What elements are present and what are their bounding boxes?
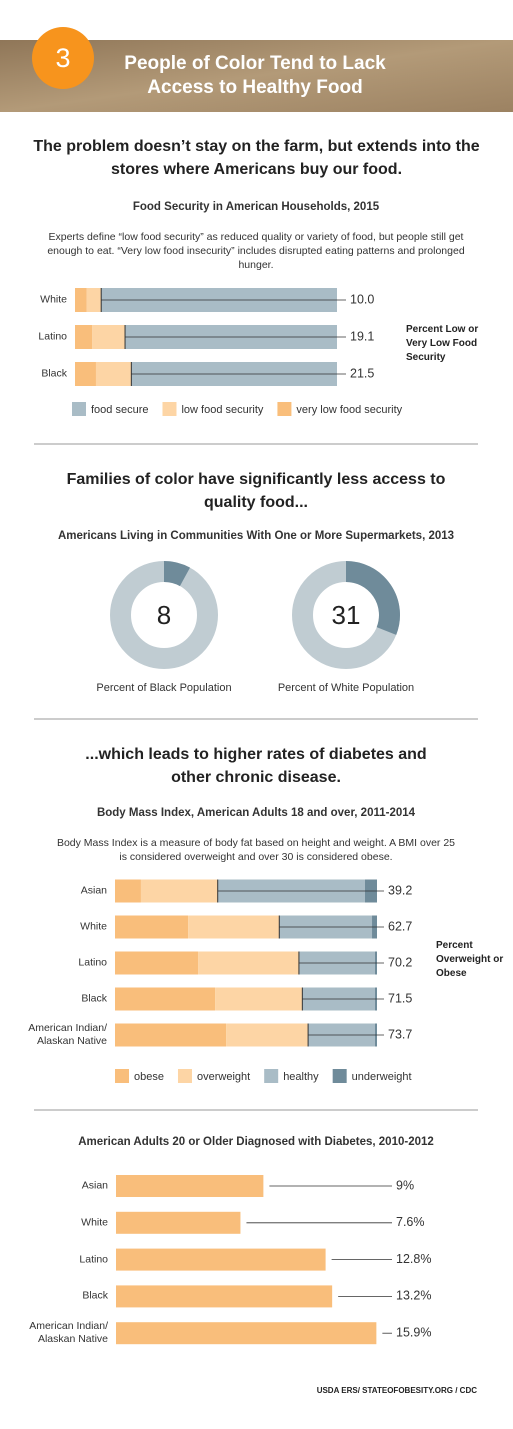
category-label: Latino xyxy=(79,1253,108,1266)
donut-segment xyxy=(163,561,191,587)
bar-segment xyxy=(140,879,218,903)
bar-segment xyxy=(75,325,93,349)
total-label: 10.0 xyxy=(350,292,374,306)
chart-title: American Adults 20 or Older Diagnosed wi… xyxy=(78,1136,434,1148)
bar-segment xyxy=(115,879,141,903)
category-label: Asian xyxy=(80,884,107,897)
source: USDA ERS/ STATEOFOBESITY.ORG / CDC xyxy=(316,1386,477,1395)
bar-segment xyxy=(226,1023,309,1047)
bar-segment xyxy=(75,362,96,386)
donut-value: 31 xyxy=(332,600,361,630)
bar-segment xyxy=(95,362,132,386)
total-label: 62.7 xyxy=(388,919,412,933)
chart-subtitle: Experts define “low food security” as re… xyxy=(47,231,465,271)
bar-segment xyxy=(116,1322,377,1345)
total-label: 71.5 xyxy=(388,991,412,1005)
header-title: People of Color Tend to Lack Access to H… xyxy=(124,53,386,98)
bar-segment xyxy=(116,1248,326,1271)
bar-segment xyxy=(116,1211,241,1234)
legend-swatch xyxy=(72,402,86,416)
category-label: Latino xyxy=(78,956,107,969)
bar-segment xyxy=(215,987,303,1011)
value-label: 9% xyxy=(396,1178,414,1192)
category-label: Black xyxy=(41,367,67,380)
header-number: 3 xyxy=(55,43,70,73)
category-label: White xyxy=(81,1216,108,1229)
chart-title: Americans Living in Communities With One… xyxy=(57,530,455,542)
value-label: 12.8% xyxy=(396,1252,431,1266)
bar-segment xyxy=(115,915,189,939)
bar-segment xyxy=(198,951,299,975)
legend-swatch xyxy=(277,402,292,416)
headline: Families of color have significantly les… xyxy=(66,471,446,511)
total-title: Percent Overweight or Obese xyxy=(436,940,504,979)
total-label: 21.5 xyxy=(350,366,374,380)
bar-segment xyxy=(116,1175,264,1197)
category-label: Asian xyxy=(81,1179,108,1192)
legend-swatch xyxy=(162,402,177,416)
bar-segment xyxy=(115,987,216,1011)
legend-label: very low food security xyxy=(296,404,402,416)
legend-label: low food security xyxy=(181,404,263,416)
legend-label: healthy xyxy=(283,1071,319,1083)
total-label: 19.1 xyxy=(350,329,374,343)
chart-subtitle: Body Mass Index is a measure of body fat… xyxy=(56,837,456,863)
number-badge xyxy=(32,27,94,89)
category-label: Latino xyxy=(38,330,67,343)
bar-segment xyxy=(86,288,102,312)
donut-caption: Percent of White Population xyxy=(278,682,414,694)
total-label: 70.2 xyxy=(388,955,412,969)
legend-swatch xyxy=(332,1069,347,1083)
legend-swatch xyxy=(264,1069,279,1083)
category-label: Black xyxy=(81,992,107,1005)
legend-label: food secure xyxy=(91,404,148,416)
category-label: American Indian/ Alaskan Native xyxy=(29,1320,108,1346)
legend-label: obese xyxy=(134,1071,164,1083)
category-label: White xyxy=(80,920,107,933)
bar-segment xyxy=(115,1023,227,1047)
value-label: 7.6% xyxy=(396,1215,425,1229)
category-label: White xyxy=(40,293,67,306)
headline: The problem doesn’t stay on the farm, bu… xyxy=(33,138,480,178)
donut-value: 8 xyxy=(157,600,171,630)
value-label: 13.2% xyxy=(396,1289,431,1303)
legend-label: underweight xyxy=(352,1071,412,1083)
legend-swatch xyxy=(115,1069,129,1083)
category-label: American Indian/ Alaskan Native xyxy=(28,1022,107,1047)
chart-title: Food Security in American Households, 20… xyxy=(132,201,380,213)
total-label: 39.2 xyxy=(388,883,412,897)
category-label: Black xyxy=(82,1289,108,1302)
bar-segment xyxy=(115,951,199,975)
bar-segment xyxy=(116,1285,333,1308)
bar-segment xyxy=(92,325,126,349)
bar-segment xyxy=(188,915,280,939)
total-label: 73.7 xyxy=(388,1027,412,1041)
chart-title: Body Mass Index, American Adults 18 and … xyxy=(96,807,416,819)
donut-caption: Percent of Black Population xyxy=(96,682,231,694)
donut-segment xyxy=(345,561,400,635)
legend-label: overweight xyxy=(197,1071,250,1083)
total-title: Percent Low or Very Low Food Security xyxy=(406,324,479,363)
value-label: 15.9% xyxy=(396,1325,431,1339)
legend-swatch xyxy=(177,1069,192,1083)
headline: ...which leads to higher rates of diabet… xyxy=(85,746,427,786)
bar-segment xyxy=(75,288,87,312)
